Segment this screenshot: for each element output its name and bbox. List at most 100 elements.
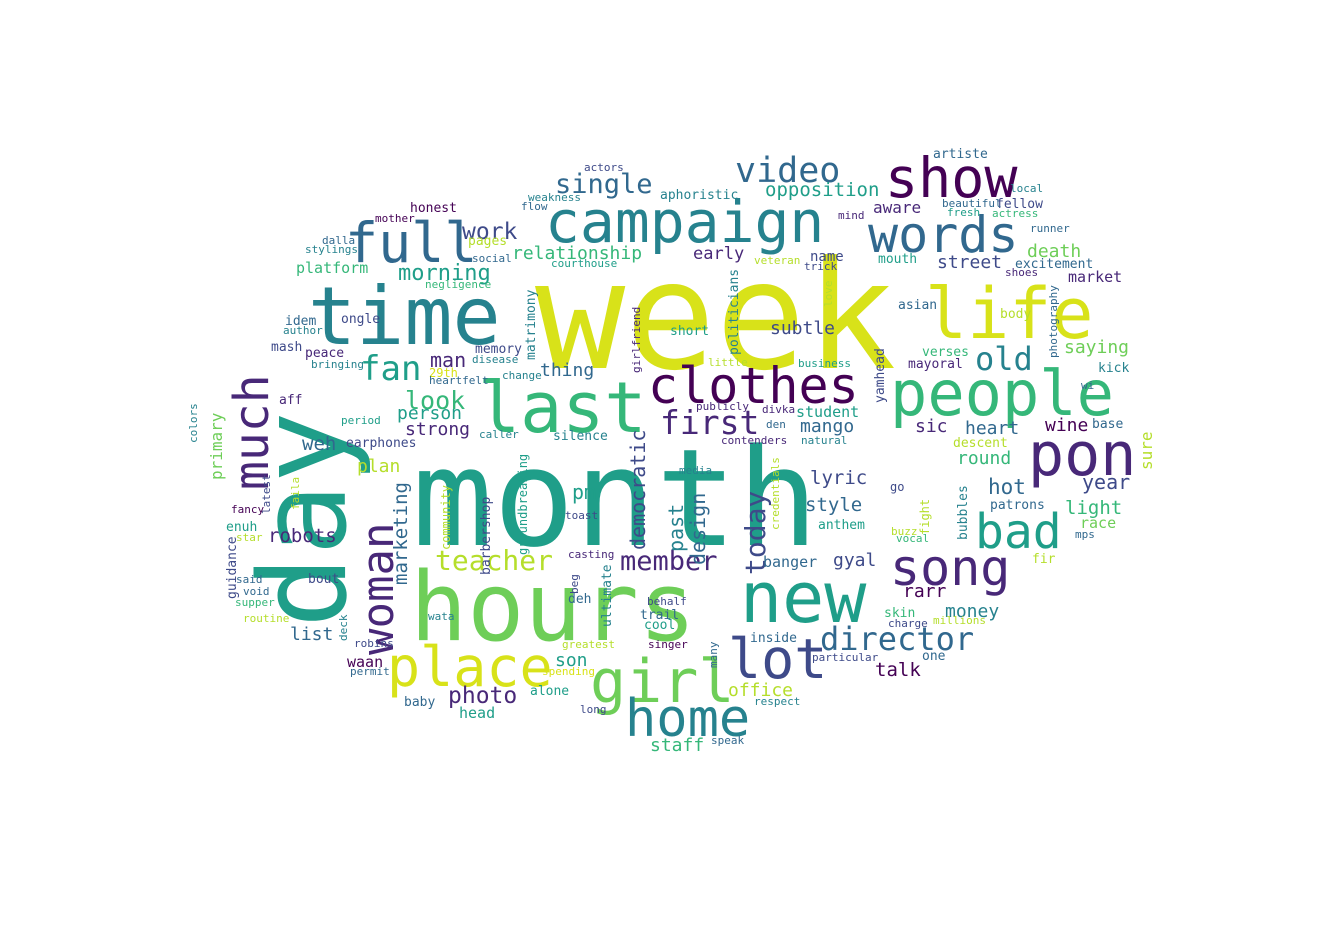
word-honest: honest	[410, 201, 457, 216]
word-today: today	[739, 491, 772, 575]
word-time: time	[308, 270, 501, 363]
word-particular: particular	[812, 651, 879, 664]
word-single: single	[555, 169, 653, 200]
word-pm: pm	[572, 480, 596, 504]
word-race: race	[1080, 514, 1116, 532]
word-anthem: anthem	[818, 518, 865, 533]
word-first: first	[660, 403, 759, 442]
word-marketing: marketing	[390, 482, 412, 585]
word-mps: mps	[1075, 528, 1095, 541]
word-name: name	[810, 249, 844, 265]
word-teacher: teacher	[435, 544, 553, 577]
word-pages: pages	[468, 234, 507, 249]
word-fan: fan	[360, 349, 421, 389]
word-old: old	[975, 340, 1033, 378]
word-many: many	[707, 641, 720, 668]
word-politicians: politicians	[727, 269, 742, 355]
word-mother: mother	[375, 212, 415, 225]
word-latest: latest	[260, 474, 273, 514]
word-dalla: dalla	[322, 234, 355, 247]
word-millions: millions	[933, 614, 986, 627]
word-courthouse: courthouse	[551, 257, 617, 270]
word-trick: trick	[804, 260, 837, 273]
word-list: list	[290, 624, 333, 645]
word-man: man	[430, 348, 466, 372]
word-student: student	[796, 403, 859, 421]
word-sic: sic	[915, 416, 948, 437]
word-last: last	[478, 367, 647, 449]
word-staff: staff	[650, 735, 704, 756]
word-wi: wi	[1081, 379, 1094, 392]
word-respect: respect	[754, 695, 800, 708]
word-son: son	[555, 650, 588, 671]
word-natural: natural	[801, 434, 847, 447]
word-look: look	[405, 386, 465, 415]
word-robins: robins	[354, 637, 394, 650]
word-faila: faila	[289, 477, 302, 510]
word-sure: sure	[1137, 431, 1156, 470]
word-one: one	[922, 649, 946, 664]
word-platform: platform	[296, 259, 368, 277]
word-baby: baby	[404, 695, 435, 710]
word-veteran: veteran	[754, 254, 800, 267]
word-excitement: excitement	[1015, 257, 1093, 272]
word-director: director	[820, 620, 974, 658]
word-local: local	[1010, 182, 1043, 195]
word-past: past	[664, 504, 688, 552]
word-death: death	[1027, 241, 1081, 262]
word-ongle: ongle	[341, 312, 380, 327]
word-fellow: fellow	[996, 197, 1043, 212]
word-year: year	[1082, 470, 1130, 494]
word-business: business	[798, 357, 851, 370]
word-month: month	[412, 420, 818, 577]
word-period: period	[341, 414, 381, 427]
word-democratic: democratic	[626, 430, 650, 550]
word-full: full	[345, 211, 477, 275]
word-fancy: fancy	[231, 503, 264, 516]
word-yamhead: yamhead	[873, 348, 888, 403]
word-verses: verses	[922, 345, 969, 360]
word-singer: singer	[648, 638, 688, 651]
word-much: much	[224, 374, 280, 490]
word-fir: fir	[1032, 552, 1056, 567]
word-guidance: guidance	[225, 536, 240, 599]
word-artiste: artiste	[933, 147, 988, 162]
word-life: life	[925, 273, 1094, 355]
word-lyric: lyric	[810, 467, 867, 489]
word-hot: hot	[988, 475, 1026, 499]
word-relationship: relationship	[512, 243, 642, 264]
word-flow: flow	[521, 200, 548, 213]
word-mind: mind	[838, 209, 865, 222]
word-base: base	[1092, 417, 1123, 432]
word-fight: fight	[918, 499, 932, 535]
word-disease: disease	[472, 353, 518, 366]
word-contenders: contenders	[721, 434, 787, 447]
word-work: work	[462, 219, 518, 245]
word-runner: runner	[1030, 222, 1070, 235]
word-mango: mango	[800, 416, 854, 437]
word-silence: silence	[553, 429, 608, 444]
word-thing: thing	[540, 360, 594, 381]
word-weh: weh	[302, 433, 336, 455]
word-buzz: buzz	[891, 525, 918, 538]
word-week: week	[535, 230, 896, 404]
word-spending: spending	[542, 665, 595, 678]
word-negligence: negligence	[425, 278, 491, 291]
word-alone: alone	[530, 684, 569, 699]
word-heart: heart	[965, 418, 1019, 439]
word-morning: morning	[398, 261, 491, 286]
word-place: place	[387, 635, 553, 699]
word-money: money	[945, 601, 999, 622]
word-vocal: vocal	[896, 532, 929, 545]
word-hours: hours	[410, 553, 696, 663]
word-street: street	[937, 252, 1002, 273]
word-primary: primary	[207, 412, 226, 480]
word-plan: plan	[357, 456, 400, 477]
word-wata: wata	[428, 610, 455, 623]
word-deck: deck	[337, 614, 350, 641]
word-ultimate: ultimate	[600, 564, 615, 627]
word-saying: saying	[1064, 337, 1129, 358]
word-peace: peace	[305, 346, 344, 361]
word-media: media	[679, 464, 712, 477]
